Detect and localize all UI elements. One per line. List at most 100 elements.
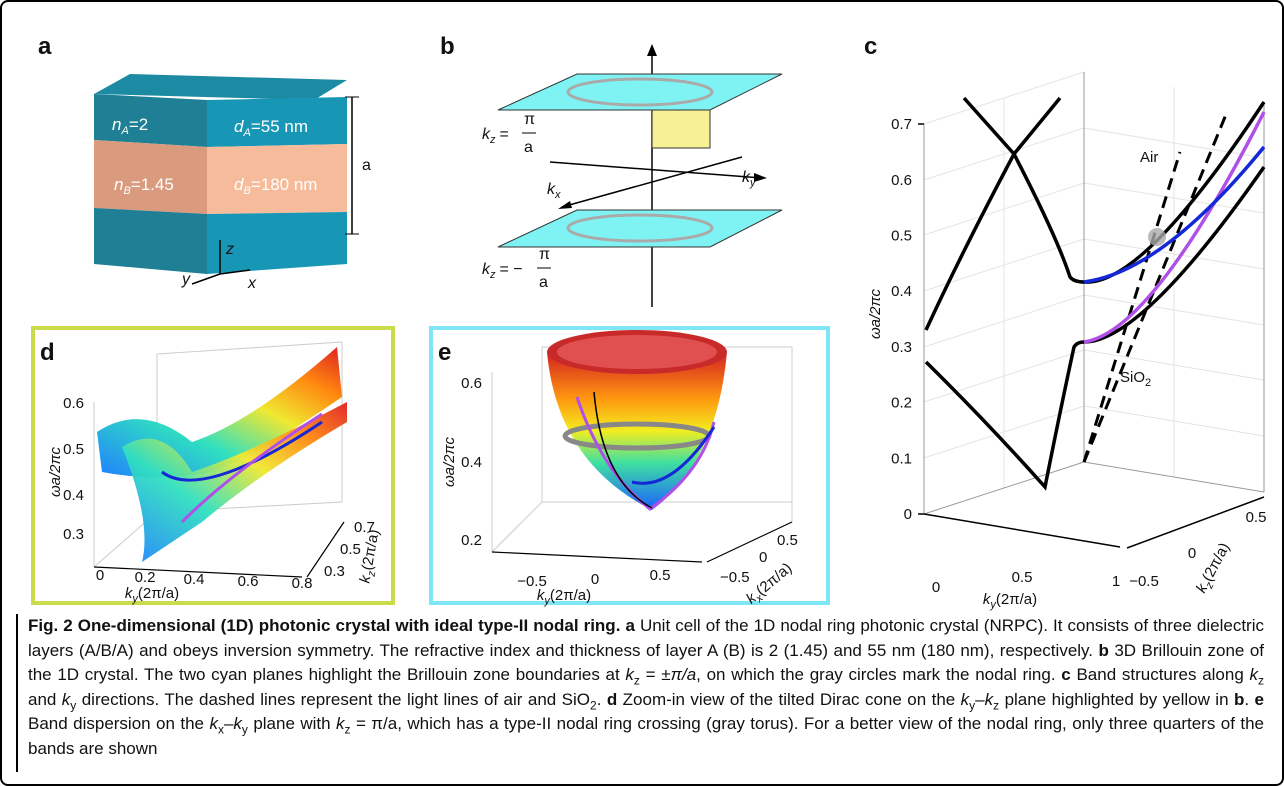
- period-label: a: [362, 157, 371, 174]
- caption-text: .: [597, 690, 607, 709]
- caption-text: k: [336, 714, 345, 733]
- cone-dispersion: [492, 330, 792, 562]
- plane-label: kz= −: [482, 261, 523, 281]
- caption-text: plane with: [248, 714, 336, 733]
- z-tick-label: 0.3: [324, 563, 345, 580]
- subscript: z: [489, 269, 496, 281]
- y-axis-label: ωa/2πc: [47, 446, 64, 497]
- y-tick-label: 0.4: [63, 487, 84, 504]
- y-tick-label: 0.3: [63, 526, 84, 543]
- y-tick-label: 0.2: [891, 395, 912, 412]
- x-axis-label: ky(2π/a): [983, 591, 1037, 611]
- caption-text: b: [1098, 641, 1108, 660]
- y-tick-label: 0.5: [63, 441, 84, 458]
- caption-text: k: [1250, 665, 1259, 684]
- y-tick-label: 0.6: [891, 172, 912, 189]
- y-tick-label: 0.7: [891, 116, 912, 133]
- axis-label: ky: [742, 169, 757, 189]
- axis-label: kx: [547, 181, 561, 201]
- z-tick-label: −0.5: [1129, 573, 1159, 590]
- figure: a b c d e nA=2 dA=55 nm nB=1.45 dB=180 n…: [2, 2, 1282, 612]
- suffix: (2π/a): [996, 591, 1037, 608]
- plane-label: kz=: [482, 126, 509, 146]
- fraction-den: a: [524, 139, 533, 156]
- panel-label: d: [40, 339, 55, 366]
- suffix: (2π/a): [138, 585, 179, 602]
- caption-text: , on which the gray circles mark the nod…: [696, 665, 1061, 684]
- panel-label: a: [38, 33, 52, 60]
- subscript: z: [489, 134, 496, 146]
- caption-rule: [16, 614, 18, 772]
- z-tick-label: 0: [1188, 545, 1196, 562]
- band-structure: [918, 72, 1264, 548]
- x-tick-label: 0.2: [135, 569, 156, 586]
- x-tick-label: 0: [932, 579, 940, 596]
- caption-text: = ±: [640, 665, 671, 684]
- layer-label: nB=1.45: [114, 175, 174, 197]
- panel-label: b: [440, 33, 455, 60]
- z-tick-label: 0.5: [777, 532, 798, 549]
- annotation: SiO2: [1120, 369, 1151, 389]
- fraction-num: π: [524, 111, 535, 128]
- y-tick-label: 0.6: [461, 375, 482, 392]
- equals: =: [500, 126, 509, 143]
- subscript: B: [243, 185, 250, 197]
- x-tick-label: 0.5: [1012, 569, 1033, 586]
- caption-text: d: [607, 690, 617, 709]
- suffix: (2π/a): [550, 587, 591, 604]
- subscript: 2: [1145, 377, 1151, 389]
- caption-text: Band structures along: [1071, 665, 1250, 684]
- caption-text: k: [233, 714, 242, 733]
- caption-text: k: [985, 690, 994, 709]
- caption-text: π/a: [671, 665, 697, 684]
- z-tick-label: 0.5: [1246, 509, 1267, 526]
- symbol: SiO: [1120, 369, 1145, 386]
- caption-text: –: [224, 714, 233, 733]
- subscript: B: [123, 185, 130, 197]
- layer-label: nA=2: [112, 115, 148, 137]
- x-tick-label: 0: [96, 567, 104, 584]
- caption-text: k: [961, 690, 970, 709]
- fraction-num: π: [539, 246, 550, 263]
- panel-label: c: [864, 33, 877, 60]
- caption-text: z: [1258, 673, 1264, 687]
- caption-text: k: [625, 665, 634, 684]
- symbol: n: [112, 115, 121, 134]
- caption-text: 2: [590, 698, 597, 712]
- x-tick-label: 0.6: [238, 573, 259, 590]
- subscript: A: [242, 127, 250, 139]
- x-tick-label: 0: [591, 571, 599, 588]
- axis-label: z: [225, 241, 234, 258]
- caption-text: Band dispersion on the: [28, 714, 209, 733]
- caption-text: Fig. 2 One-dimensional (1D) photonic cry…: [28, 616, 620, 635]
- z-tick-label: 0: [759, 549, 767, 566]
- y-tick-label: 0.3: [891, 339, 912, 356]
- panel-label: e: [438, 339, 451, 366]
- y-tick-label: 0.6: [63, 395, 84, 412]
- suffix: (2π/a): [1199, 540, 1233, 584]
- caption: Fig. 2 One-dimensional (1D) photonic cry…: [28, 614, 1264, 761]
- x-tick-label: 0.4: [184, 571, 205, 588]
- figure-page: a b c d e nA=2 dA=55 nm nB=1.45 dB=180 n…: [0, 0, 1284, 786]
- fraction-den: a: [539, 274, 548, 291]
- caption-text: a: [625, 616, 634, 635]
- caption-text: and: [28, 690, 62, 709]
- caption-text: b: [1234, 690, 1244, 709]
- caption-text: c: [1061, 665, 1070, 684]
- subscript: x: [554, 189, 561, 201]
- y-tick-label: 0.1: [891, 450, 912, 467]
- suffix: =2: [129, 115, 148, 134]
- dirac-cone-zoom: [94, 342, 347, 577]
- z-axis-label: kz(2π/a): [1193, 540, 1236, 597]
- x-tick-label: 0.8: [292, 575, 313, 592]
- z-axis-label: kz(2π/a): [356, 528, 385, 585]
- y-tick-label: 0.5: [891, 228, 912, 245]
- suffix: =180 nm: [251, 175, 318, 194]
- y-tick-label: 0.4: [461, 454, 482, 471]
- symbol: n: [114, 175, 123, 194]
- caption-text: .: [1244, 690, 1254, 709]
- caption-text: k: [209, 714, 218, 733]
- equals: = −: [500, 261, 523, 278]
- x-tick-label: 1: [1112, 573, 1120, 590]
- y-tick-label: 0: [904, 506, 912, 523]
